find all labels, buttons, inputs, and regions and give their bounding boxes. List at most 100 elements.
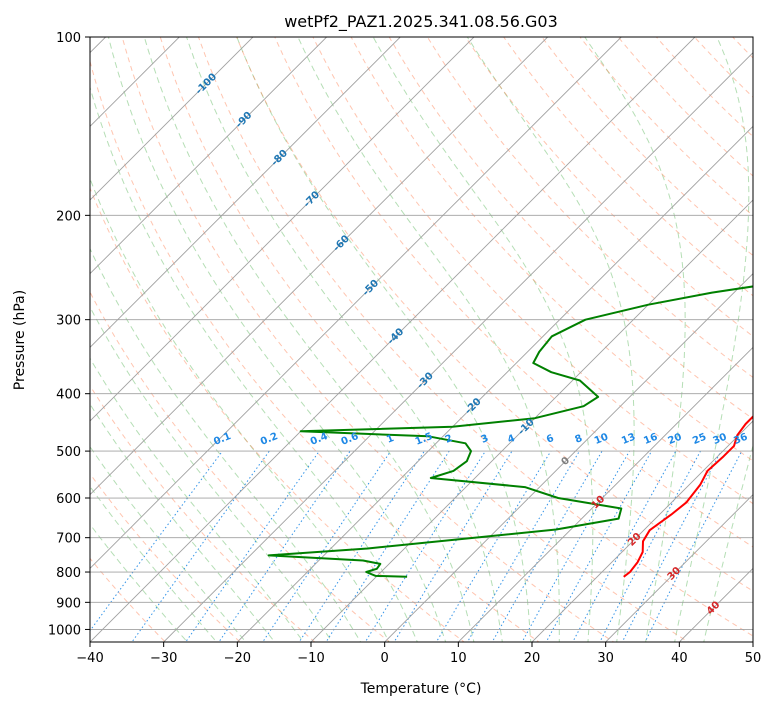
mixing-ratio-label: 4 bbox=[506, 433, 517, 446]
isotherm-lines bbox=[90, 37, 753, 642]
moist-adiabat-line bbox=[107, 37, 447, 642]
dry-adiabat-line bbox=[197, 37, 753, 637]
mixing-ratio-labels: 0.1 0.2 0.4 0.6 1 1.5 2 3 4 6 8 10 13 16 20 25 30 36 bbox=[212, 431, 749, 448]
y-tick-label: 700 bbox=[56, 532, 81, 547]
isotherm-line bbox=[90, 37, 622, 569]
y-tick-label: 600 bbox=[56, 492, 81, 507]
isotherm-line bbox=[605, 494, 753, 642]
moist-adiabat-line bbox=[297, 37, 560, 642]
mixing-ratio-label: 10 bbox=[593, 432, 610, 447]
plot-frame bbox=[89, 36, 754, 643]
dry-adiabat-line bbox=[426, 37, 753, 379]
isotherm-line bbox=[310, 199, 753, 642]
x-axis: −40 −30 −20 −10 0 10 20 30 40 50 bbox=[76, 642, 761, 666]
mixing-ratio-label: 16 bbox=[642, 432, 659, 447]
isotherm-line bbox=[90, 37, 549, 496]
mixing-ratio-label: 30 bbox=[711, 432, 728, 447]
x-tick-label: 40 bbox=[671, 651, 688, 666]
dry-adiabat-line bbox=[350, 37, 753, 462]
moist-adiabat-line bbox=[372, 37, 594, 642]
dry-adiabat-line bbox=[90, 472, 241, 642]
mixing-ratio-line bbox=[131, 450, 270, 642]
dewpoint-profile-line bbox=[267, 285, 753, 578]
plot-area: -100-90-80-70-60-50-40-30-20-10010203040… bbox=[90, 37, 753, 642]
dry-adiabat-line bbox=[464, 37, 753, 337]
dry-adiabat-line bbox=[655, 37, 753, 138]
isotherm-line bbox=[90, 37, 328, 275]
moist-adiabat-line bbox=[674, 37, 750, 642]
isotherm-line bbox=[457, 346, 753, 642]
mixing-ratio-line bbox=[466, 450, 580, 642]
mixing-ratio-line bbox=[298, 450, 425, 642]
mixing-ratio-line bbox=[545, 450, 653, 642]
isotherm-line bbox=[90, 37, 401, 348]
y-tick-label: 400 bbox=[56, 388, 81, 403]
dry-adiabats bbox=[90, 37, 753, 642]
x-tick-label: −20 bbox=[224, 651, 251, 666]
mixing-ratio-line bbox=[644, 450, 743, 642]
isotherm-line bbox=[236, 125, 753, 642]
isotherm-line bbox=[163, 52, 753, 642]
y-tick-label: 100 bbox=[56, 31, 81, 46]
y-tick-label: 1000 bbox=[48, 623, 81, 638]
dry-adiabat-line bbox=[121, 37, 615, 642]
moist-adiabat-line bbox=[90, 403, 276, 642]
y-axis-label: Pressure (hPa) bbox=[12, 290, 28, 390]
moist-adiabat-line bbox=[90, 85, 418, 642]
chart-title: wetPf2_PAZ1.2025.341.08.56.G03 bbox=[284, 12, 558, 32]
mixing-ratio-line bbox=[185, 450, 320, 642]
moist-adiabat-line bbox=[90, 306, 333, 642]
x-tick-label: −40 bbox=[76, 651, 103, 666]
mixing-ratio-label: 2 bbox=[444, 433, 455, 446]
mixing-ratio-line bbox=[218, 450, 351, 642]
mixing-ratio-label: 25 bbox=[691, 432, 708, 447]
mixing-ratio-label: 6 bbox=[545, 433, 556, 446]
dry-adiabat-line bbox=[312, 37, 753, 505]
dry-adiabat-line bbox=[90, 384, 316, 642]
isotherm-line bbox=[384, 273, 753, 642]
moist-adiabat-line bbox=[90, 247, 362, 642]
mixing-ratio-label: 8 bbox=[573, 433, 584, 446]
x-axis-label: Temperature (°C) bbox=[360, 681, 482, 697]
mixing-ratio-label: 36 bbox=[732, 432, 749, 447]
isobar-grid bbox=[90, 37, 753, 630]
mixing-ratio-label: 20 bbox=[666, 432, 683, 447]
mixing-ratio-label: 13 bbox=[620, 432, 637, 447]
x-tick-label: −30 bbox=[150, 651, 177, 666]
x-tick-label: 30 bbox=[597, 651, 614, 666]
x-tick-label: 20 bbox=[524, 651, 541, 666]
x-tick-label: 0 bbox=[381, 651, 389, 666]
dry-adiabat-line bbox=[236, 37, 753, 592]
moist-adiabat-line bbox=[90, 523, 188, 642]
y-axis: 100 200 300 400 500 600 700 800 900 1000 bbox=[48, 31, 90, 638]
moist-adiabat-line bbox=[466, 37, 635, 642]
series-layer bbox=[267, 285, 753, 578]
x-tick-label: 10 bbox=[450, 651, 467, 666]
mixing-ratio-lines bbox=[90, 450, 743, 642]
y-tick-label: 500 bbox=[56, 445, 81, 460]
mixing-ratio-line bbox=[435, 450, 552, 642]
x-tick-label: 50 bbox=[745, 651, 762, 666]
isotherm-line bbox=[90, 37, 696, 642]
y-tick-label: 900 bbox=[56, 596, 81, 611]
y-tick-label: 300 bbox=[56, 314, 81, 329]
dry-adiabat-line bbox=[388, 37, 753, 420]
moist-adiabat-line bbox=[236, 37, 532, 642]
temperature-profile-line bbox=[623, 415, 753, 578]
isotherm-line bbox=[90, 37, 254, 201]
mixing-ratio-line bbox=[325, 450, 450, 642]
dry-adiabat-line bbox=[503, 37, 753, 297]
mixing-ratio-line bbox=[491, 450, 603, 642]
mixing-ratio-line bbox=[262, 450, 392, 642]
isotherm-line bbox=[90, 37, 475, 422]
dry-adiabat-line bbox=[541, 37, 753, 257]
isotherm-line bbox=[531, 420, 753, 642]
y-tick-label: 800 bbox=[56, 566, 81, 581]
moist-adiabat-line bbox=[584, 37, 686, 642]
moist-adiabat-line bbox=[90, 485, 218, 642]
dry-adiabat-line bbox=[90, 59, 540, 642]
x-tick-label: −10 bbox=[297, 651, 324, 666]
moist-adiabats bbox=[90, 37, 753, 642]
